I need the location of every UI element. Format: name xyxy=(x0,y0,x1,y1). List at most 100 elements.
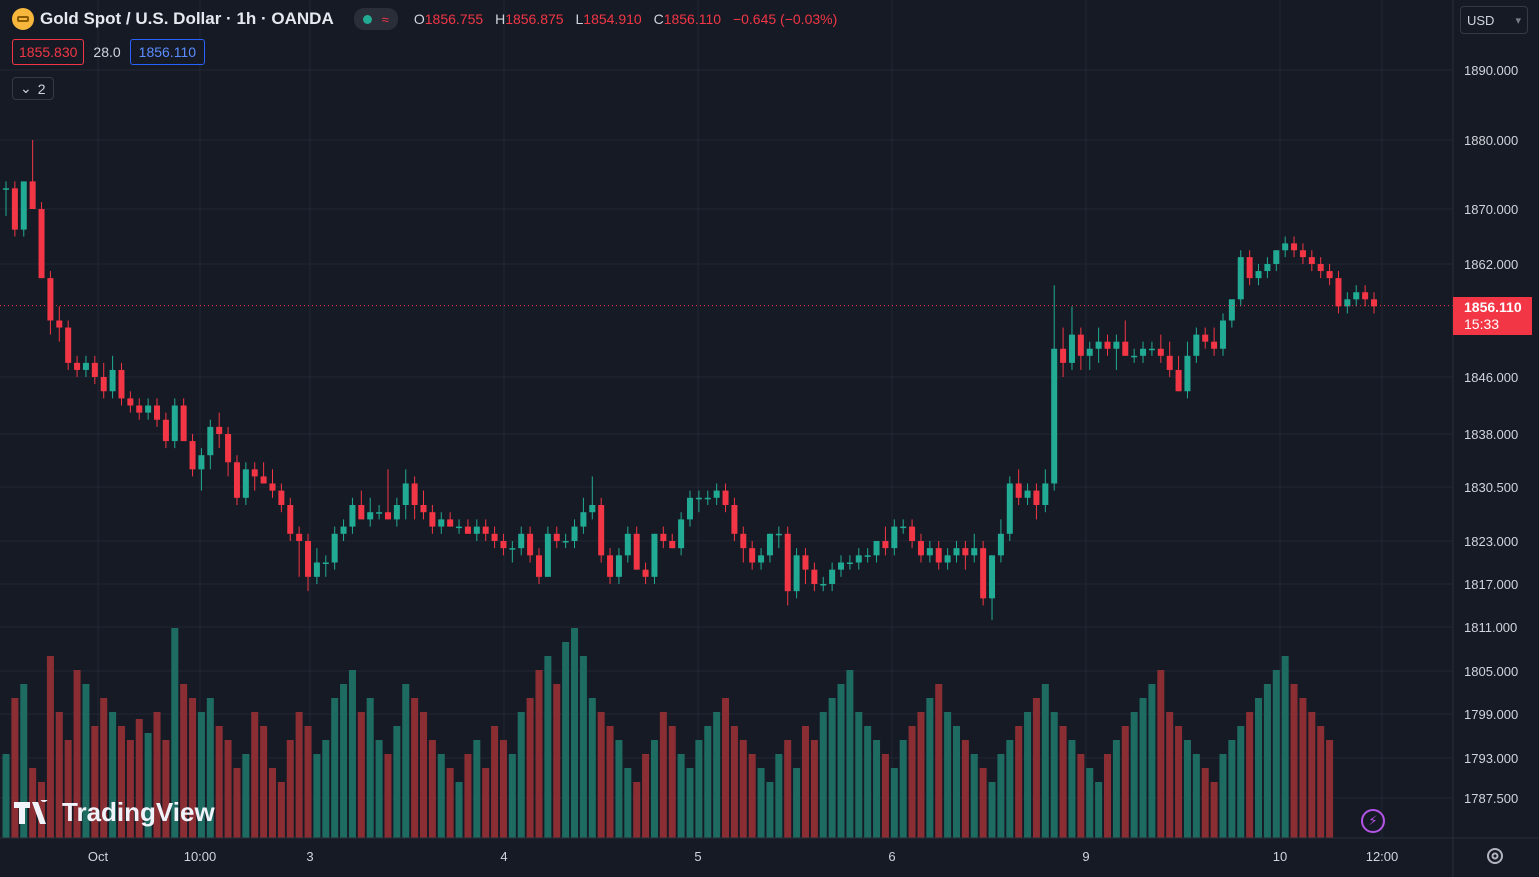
volume-bar xyxy=(659,712,667,838)
volume-bar xyxy=(286,740,294,838)
volume-bar xyxy=(402,684,410,838)
candle xyxy=(1219,313,1226,356)
candle xyxy=(775,526,782,549)
volume-bar xyxy=(686,768,694,838)
candle xyxy=(233,455,240,505)
candle xyxy=(678,512,685,556)
volume-bar xyxy=(189,698,197,838)
volume-bar xyxy=(571,628,579,838)
candle xyxy=(713,483,720,505)
candle xyxy=(740,526,747,563)
buy-button[interactable]: 1856.110 xyxy=(129,39,206,65)
candle xyxy=(1335,271,1342,314)
candle xyxy=(607,548,614,584)
gold-logo-icon xyxy=(12,8,34,30)
candle xyxy=(731,497,738,541)
volume-bar xyxy=(579,656,587,838)
price-axis[interactable]: 1890.000 1880.000 1870.000 1862.000 1846.000… xyxy=(1464,63,1518,806)
candle xyxy=(47,271,54,335)
candle xyxy=(251,462,258,491)
volume-bar xyxy=(1183,740,1191,838)
candle xyxy=(3,181,9,216)
time-axis[interactable]: Oct 10:00 3 4 5 6 9 10 12:00 xyxy=(88,849,1398,864)
indicators-collapse-button[interactable]: ⌄ 2 xyxy=(12,77,54,100)
candle xyxy=(1317,257,1324,279)
volume-bar xyxy=(100,698,108,838)
volume-bar xyxy=(1299,698,1307,838)
close-label: C xyxy=(653,11,664,27)
sell-button[interactable]: 1855.830 xyxy=(12,39,85,65)
symbol-title[interactable]: Gold Spot / U.S. Dollar · 1h · OANDA xyxy=(40,9,334,28)
chevron-down-icon: ▾ xyxy=(1515,14,1521,27)
price-tick-label: 1793.000 xyxy=(1464,751,1518,766)
candle xyxy=(1015,469,1022,505)
tradingview-watermark[interactable]: TradingView xyxy=(14,797,215,828)
last-price-value: 1856.110 xyxy=(1464,299,1522,315)
candle xyxy=(1202,327,1209,349)
volume-bar xyxy=(384,754,392,838)
volume-bar xyxy=(1041,684,1049,838)
candle xyxy=(473,519,480,541)
candle xyxy=(1175,355,1182,392)
volume-bar xyxy=(766,782,774,838)
volume-bar xyxy=(908,726,916,838)
candle xyxy=(891,519,898,556)
volume-bar xyxy=(91,726,99,838)
volume-bar xyxy=(446,768,454,838)
volume-bar xyxy=(428,740,436,838)
volume-bar xyxy=(1237,726,1245,838)
volume-bar xyxy=(988,782,996,838)
price-tick-label: 1870.000 xyxy=(1464,202,1518,217)
candle xyxy=(411,476,418,520)
currency-selector[interactable]: USD ▾ xyxy=(1460,6,1528,34)
candle xyxy=(109,355,116,399)
candle xyxy=(527,526,534,563)
candle xyxy=(1060,327,1067,377)
candle xyxy=(260,462,267,484)
time-tick-label: 10 xyxy=(1273,849,1287,864)
volume-bar xyxy=(517,712,525,838)
tradingview-logo-icon xyxy=(14,799,48,824)
volume-bar xyxy=(633,782,641,838)
volume-bar xyxy=(260,726,268,838)
candle xyxy=(580,497,587,534)
candle xyxy=(56,306,63,342)
candle xyxy=(1344,292,1351,314)
volume-bar xyxy=(1148,684,1156,838)
settings-gear-icon[interactable] xyxy=(1485,846,1505,866)
candle xyxy=(589,476,596,520)
volume-bar xyxy=(1281,656,1289,838)
volume-bar xyxy=(855,712,863,838)
market-status-pill[interactable]: ≈ xyxy=(353,8,398,30)
volume-bar xyxy=(180,684,188,838)
volume-bar xyxy=(420,712,428,838)
candle xyxy=(917,533,924,563)
volume-bar xyxy=(206,698,214,838)
bar-countdown: 15:33 xyxy=(1464,316,1500,332)
volume-bar xyxy=(739,740,747,838)
volume-bar xyxy=(775,754,783,838)
candle xyxy=(464,519,471,534)
candle xyxy=(429,505,436,534)
candle xyxy=(136,398,143,420)
candle xyxy=(1264,257,1271,279)
time-tick-label: 9 xyxy=(1082,849,1089,864)
volume-bar xyxy=(1068,740,1076,838)
flash-icon[interactable]: ⚡ xyxy=(1361,809,1385,833)
candle xyxy=(571,519,578,549)
candle xyxy=(1291,236,1298,258)
volume-bar xyxy=(55,712,63,838)
price-tick-label: 1799.000 xyxy=(1464,707,1518,722)
candle xyxy=(846,555,853,570)
candle xyxy=(438,512,445,534)
volume-bar xyxy=(1263,684,1271,838)
price-tick-label: 1838.000 xyxy=(1464,427,1518,442)
candle xyxy=(1299,243,1306,264)
candle xyxy=(1184,341,1191,399)
candle xyxy=(624,526,631,563)
volume-bar xyxy=(535,670,543,838)
time-tick-label: 4 xyxy=(500,849,507,864)
volume-bar xyxy=(864,726,872,838)
candle xyxy=(811,562,818,592)
